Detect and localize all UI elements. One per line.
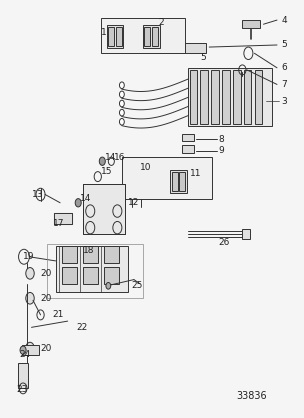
Text: 19: 19 (22, 252, 34, 261)
Bar (62, 246, 77, 263)
Text: 11: 11 (190, 169, 201, 178)
Bar (179, 173, 185, 191)
Text: 26: 26 (218, 238, 230, 247)
Bar (62, 267, 77, 284)
Text: 21: 21 (53, 311, 64, 319)
Bar (56, 246, 128, 292)
Bar (83, 184, 125, 234)
Circle shape (119, 91, 124, 98)
Bar (83, 267, 98, 284)
Text: 20: 20 (40, 344, 52, 353)
Bar (116, 27, 122, 46)
Bar (242, 20, 261, 28)
Text: 2: 2 (158, 18, 164, 28)
Bar (122, 157, 212, 199)
Circle shape (119, 118, 124, 125)
Bar (211, 70, 219, 124)
Circle shape (26, 268, 34, 279)
Bar (201, 70, 208, 124)
Text: 10: 10 (140, 163, 151, 172)
Text: 7: 7 (282, 80, 287, 89)
Text: 22: 22 (77, 323, 88, 332)
Circle shape (26, 342, 34, 354)
Bar (104, 267, 119, 284)
Bar (182, 145, 194, 153)
Circle shape (119, 82, 124, 89)
Text: 33836: 33836 (236, 391, 267, 401)
Bar (182, 43, 206, 53)
Text: 24: 24 (19, 350, 31, 359)
Bar (47, 244, 143, 298)
Text: 16: 16 (114, 153, 126, 162)
Circle shape (119, 100, 124, 107)
Text: 20: 20 (40, 269, 52, 278)
Bar (143, 25, 160, 48)
Text: 3: 3 (282, 97, 287, 105)
Text: 20: 20 (40, 294, 52, 303)
Bar (104, 246, 119, 263)
Bar (18, 363, 29, 387)
Text: 13: 13 (32, 190, 43, 199)
Bar (22, 345, 39, 355)
Circle shape (119, 110, 124, 116)
Text: 17: 17 (53, 219, 64, 228)
Text: 4: 4 (282, 15, 287, 25)
Bar (144, 27, 150, 46)
Bar (255, 70, 262, 124)
Text: 12: 12 (128, 198, 139, 207)
Text: 6: 6 (282, 63, 287, 72)
Bar (222, 70, 230, 124)
Text: 14: 14 (105, 153, 117, 162)
Bar (107, 25, 123, 48)
Text: 14: 14 (80, 194, 91, 203)
Polygon shape (54, 213, 72, 224)
Text: 9: 9 (218, 146, 224, 155)
Text: 25: 25 (131, 281, 142, 291)
Bar (83, 246, 98, 263)
Circle shape (99, 157, 105, 166)
Circle shape (75, 199, 81, 207)
Text: 5: 5 (200, 53, 206, 62)
Text: 5: 5 (282, 41, 287, 49)
Bar (190, 70, 197, 124)
Circle shape (26, 293, 34, 304)
Bar (182, 134, 194, 141)
Bar (171, 173, 178, 191)
Bar (188, 68, 272, 126)
Bar (101, 18, 185, 53)
Bar (170, 171, 187, 193)
Bar (152, 27, 158, 46)
Bar (83, 184, 125, 234)
Text: 23: 23 (16, 385, 28, 394)
Text: 1: 1 (101, 28, 106, 37)
Bar (108, 27, 114, 46)
Text: 15: 15 (101, 167, 112, 176)
Text: 18: 18 (83, 246, 94, 255)
Circle shape (20, 346, 26, 354)
Circle shape (106, 283, 111, 289)
Text: 8: 8 (218, 135, 224, 144)
Bar (244, 70, 251, 124)
Bar (242, 229, 250, 239)
Bar (233, 70, 240, 124)
